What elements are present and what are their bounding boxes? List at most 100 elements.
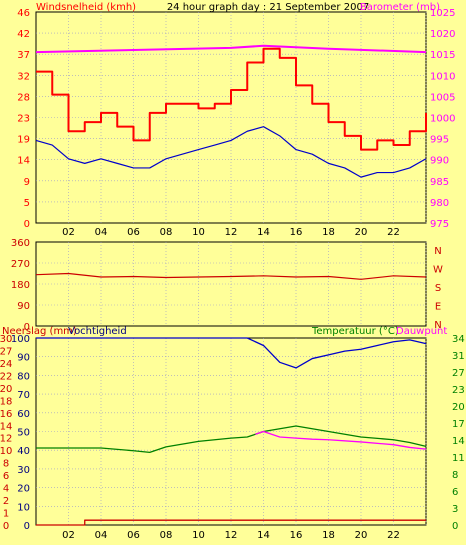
x-tick-label: 04 — [95, 530, 108, 541]
humidity-line — [36, 337, 427, 369]
rain-line — [36, 519, 426, 526]
barometer-y-tick-label: 980 — [430, 198, 449, 209]
humidity-y-tick-label: 50 — [17, 428, 30, 439]
rain-y-tick-label: 2 — [3, 496, 9, 507]
temperature-y-tick-label: 23 — [452, 385, 465, 396]
temperature-y-tick-label: 0 — [452, 521, 458, 532]
temperature-y-tick-label: 34 — [452, 334, 465, 345]
wind-y-tick-label: 37 — [17, 50, 30, 61]
wind-y-tick-label: 0 — [24, 219, 30, 230]
wind-y-tick-label: 28 — [17, 92, 30, 103]
rain-y-tick-label: 14 — [0, 421, 12, 432]
temperature-y-tick-label: 8 — [452, 470, 458, 481]
x-tick-label: 18 — [322, 530, 335, 541]
wind-y-tick-label: 19 — [17, 135, 30, 146]
humidity-y-tick-label: 40 — [17, 446, 30, 457]
humidity-y-tick-label: 20 — [17, 484, 30, 495]
humidity-y-tick-label: 70 — [17, 390, 30, 401]
temperature-y-tick-label: 27 — [452, 368, 465, 379]
temperature-axis-label: Temperatuur (°C) — [311, 326, 399, 337]
rain-y-tick-label: 24 — [0, 359, 12, 370]
humidity-y-tick-label: 60 — [17, 409, 30, 420]
direction-y-tick-label: 0 — [24, 322, 30, 333]
rain-y-tick-label: 4 — [3, 484, 9, 495]
temperature-y-tick-label: 20 — [452, 402, 465, 413]
rain-axis-label: Neerslag (mm) — [2, 326, 77, 337]
x-tick-label: 14 — [257, 530, 270, 541]
x-tick-label: 22 — [387, 530, 400, 541]
dewpoint-line — [255, 430, 427, 450]
humidity-y-tick-label: 0 — [24, 521, 30, 532]
wind-speed-line — [36, 47, 427, 151]
barometer-axis-label: Barometer (mb) — [360, 2, 440, 13]
wind-axis-label: Windsnelheid (kmh) — [36, 2, 136, 13]
x-tick-label: 16 — [290, 227, 303, 238]
barometer-line — [35, 44, 427, 54]
humidity-y-tick-label: 80 — [17, 371, 30, 382]
direction-y-tick-label: 270 — [11, 259, 30, 270]
compass-label: S — [435, 283, 441, 294]
temperature-y-tick-label: 31 — [452, 351, 465, 362]
compass-label: E — [435, 302, 441, 313]
x-tick-label: 04 — [95, 227, 108, 238]
wind-y-tick-label: 32 — [17, 71, 30, 82]
barometer-y-tick-label: 990 — [430, 156, 449, 167]
temperature-y-tick-label: 11 — [452, 453, 465, 464]
x-tick-label: 12 — [225, 530, 238, 541]
wind-y-tick-label: 5 — [24, 198, 30, 209]
x-tick-label: 08 — [160, 227, 173, 238]
x-tick-label: 18 — [322, 227, 335, 238]
barometer-y-tick-label: 1000 — [430, 114, 455, 125]
rain-y-tick-label: 16 — [0, 409, 12, 420]
x-tick-label: 10 — [192, 227, 205, 238]
chart-title: 24 hour graph day : 21 September 2007 — [167, 2, 369, 13]
rain-y-tick-label: 18 — [0, 396, 12, 407]
rain-y-tick-label: 8 — [3, 459, 9, 470]
x-tick-label: 20 — [355, 227, 368, 238]
temperature-y-tick-label: 6 — [452, 487, 458, 498]
temperature-y-tick-label: 3 — [452, 504, 458, 515]
rain-y-tick-label: 27 — [0, 346, 12, 357]
compass-label: N — [434, 246, 441, 257]
dewpoint-axis-label: Dauwpunt — [396, 326, 447, 337]
wind-y-tick-label: 14 — [17, 156, 30, 167]
x-tick-label: 08 — [160, 530, 173, 541]
x-tick-label: 20 — [355, 530, 368, 541]
wind-y-tick-label: 46 — [17, 8, 30, 19]
temperature-y-tick-label: 14 — [452, 436, 465, 447]
x-tick-label: 06 — [127, 530, 140, 541]
barometer-y-tick-label: 975 — [430, 219, 449, 230]
rain-y-tick-label: 10 — [0, 446, 12, 457]
x-tick-label: 12 — [225, 227, 238, 238]
barometer-y-tick-label: 1010 — [430, 71, 455, 82]
barometer-y-tick-label: 995 — [430, 135, 449, 146]
x-tick-label: 02 — [62, 530, 75, 541]
wind-gust-line — [35, 126, 427, 178]
direction-y-tick-label: 90 — [17, 301, 30, 312]
x-tick-label: 02 — [62, 227, 75, 238]
rain-y-tick-label: 12 — [0, 434, 12, 445]
x-tick-label: 10 — [192, 530, 205, 541]
humidity-y-tick-label: 90 — [17, 353, 30, 364]
wind-y-tick-label: 42 — [17, 29, 30, 40]
direction-y-tick-label: 360 — [11, 238, 30, 249]
x-tick-label: 22 — [387, 227, 400, 238]
barometer-y-tick-label: 1015 — [430, 50, 455, 61]
wind-direction-line — [35, 272, 427, 280]
humidity-y-tick-label: 30 — [17, 465, 30, 476]
direction-y-tick-label: 180 — [11, 280, 30, 291]
barometer-y-tick-label: 985 — [430, 177, 449, 188]
x-tick-label: 16 — [290, 530, 303, 541]
barometer-y-tick-label: 1020 — [430, 29, 455, 40]
humidity-axis-label: Vochtigheid — [68, 326, 127, 337]
compass-label: N — [434, 320, 441, 331]
x-tick-label: 14 — [257, 227, 270, 238]
rain-y-tick-label: 0 — [3, 521, 9, 532]
barometer-y-tick-label: 1005 — [430, 92, 455, 103]
rain-y-tick-label: 30 — [0, 334, 12, 345]
barometer-y-tick-label: 1025 — [430, 8, 455, 19]
wind-y-tick-label: 23 — [17, 114, 30, 125]
humidity-y-tick-label: 10 — [17, 502, 30, 513]
